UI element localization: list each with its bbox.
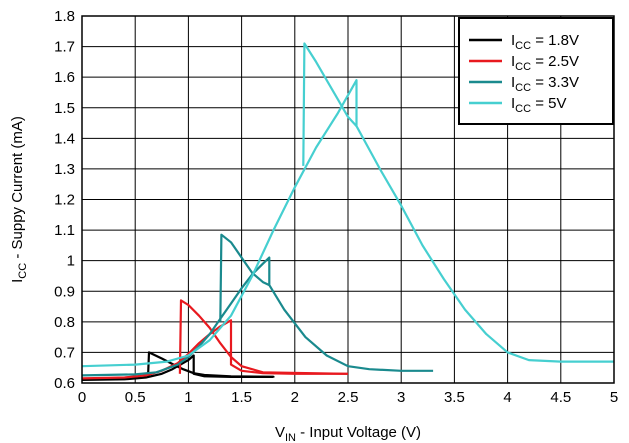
legend-label: ICC = 2.5V <box>511 53 579 73</box>
legend-box <box>458 17 614 125</box>
y-tick-label: 1 <box>67 253 75 270</box>
y-tick-label: 1.6 <box>54 69 75 86</box>
y-axis-title-rest: - Suppy Current (mA) <box>9 116 26 263</box>
legend-label: ICC = 5V <box>511 95 567 115</box>
y-tick-label: 0.9 <box>54 283 75 300</box>
plot-frame <box>81 15 615 384</box>
x-tick-label: 3 <box>397 389 405 406</box>
series-line-2 <box>81 319 348 380</box>
series-line-3-return <box>219 233 270 322</box>
series-line-4 <box>81 79 614 368</box>
y-tick-label: 1.5 <box>54 100 75 117</box>
x-tick-label: 2.5 <box>338 389 359 406</box>
grid-lines <box>82 16 614 383</box>
y-tick-label: 1.7 <box>54 39 75 56</box>
x-tick-label: 0 <box>78 389 86 406</box>
x-axis-title-main: V <box>275 424 285 441</box>
x-tick-label: 4 <box>503 389 511 406</box>
x-tick-label: 4.5 <box>550 389 571 406</box>
y-tick-label: 1.8 <box>54 8 75 25</box>
x-tick-label: 1.5 <box>231 389 252 406</box>
y-tick-label: 0.7 <box>54 344 75 361</box>
x-tick-label: 3.5 <box>444 389 465 406</box>
series-line-3 <box>81 256 434 377</box>
x-tick-label: 0.5 <box>125 389 146 406</box>
x-axis-title-sub: IN <box>285 432 296 443</box>
series-lines <box>81 42 614 381</box>
y-axis-title: ICC - Suppy Current (mA) <box>9 116 29 283</box>
x-tick-label: 2 <box>291 389 299 406</box>
series-line-1-return <box>146 351 274 378</box>
legend-label: ICC = 1.8V <box>511 32 579 52</box>
series-line-4-return <box>302 42 358 166</box>
y-axis-title-sub: CC <box>17 263 29 279</box>
x-tick-label: 5 <box>610 389 618 406</box>
y-axis-title-main: I <box>9 279 26 283</box>
y-tick-label: 1.1 <box>54 222 75 239</box>
y-tick-label: 0.8 <box>54 314 75 331</box>
y-tick-label: 1.2 <box>54 192 75 209</box>
x-axis-title-rest: - Input Voltage (V) <box>296 424 421 441</box>
x-axis-title: VIN - Input Voltage (V) <box>275 424 421 443</box>
x-axis-ticks: 0 0.5 1 1.5 2 2.5 3 3.5 4 4.5 5 <box>78 389 618 406</box>
x-tick-label: 1 <box>184 389 192 406</box>
y-tick-label: 1.3 <box>54 161 75 178</box>
y-tick-label: 1.4 <box>54 130 75 147</box>
y-tick-label: 0.6 <box>54 375 75 392</box>
legend-label: ICC = 3.3V <box>511 74 579 94</box>
y-axis-ticks: 0.6 0.7 0.8 0.9 1 1.1 1.2 1.3 1.4 1.5 1.6 1.7 1.8 <box>54 8 75 392</box>
